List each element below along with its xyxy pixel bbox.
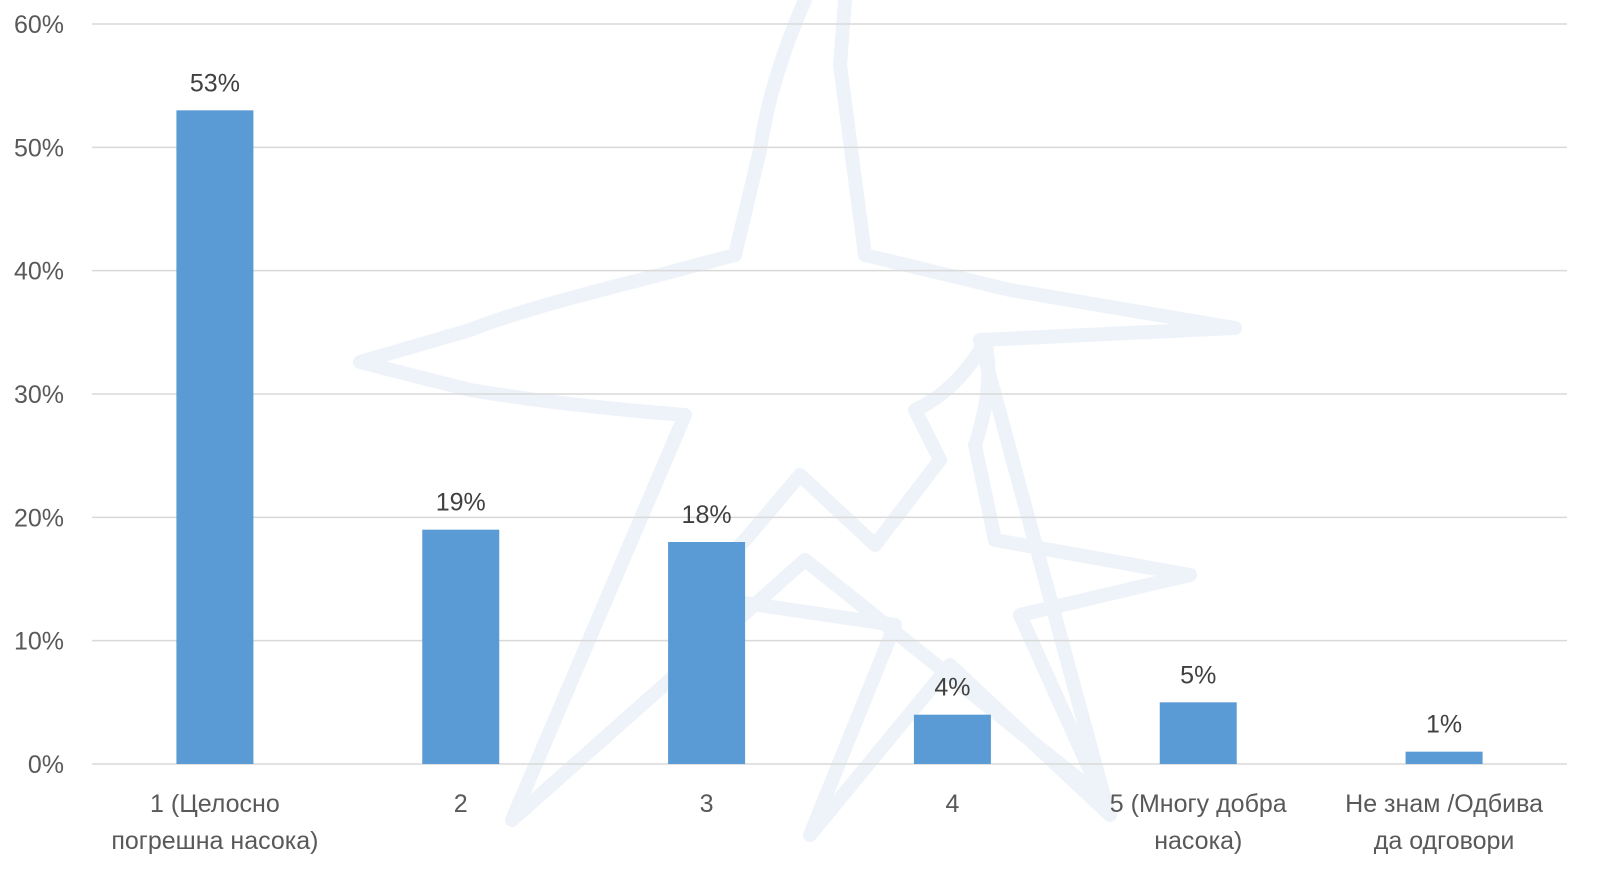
y-tick-label: 10% bbox=[14, 628, 64, 656]
category-label: 1 (Целосно погрешна насока) bbox=[111, 790, 318, 855]
x-axis-category-labels: 1 (Целосно погрешна насока) 2 3 4 5 (Многу до… bbox=[111, 790, 1543, 855]
y-axis-tick-labels: 0% 10% 20% 30% 40% 50% 60% bbox=[14, 11, 64, 779]
category-label: 3 bbox=[700, 790, 714, 818]
y-tick-label: 20% bbox=[14, 504, 64, 532]
data-labels: 53% 19% 18% 4% 5% 1% bbox=[190, 69, 1462, 738]
data-label: 18% bbox=[682, 501, 732, 529]
data-label: 5% bbox=[1180, 661, 1216, 689]
y-tick-label: 60% bbox=[14, 11, 64, 39]
bar bbox=[668, 542, 746, 764]
bar bbox=[913, 714, 991, 764]
bars bbox=[176, 110, 1483, 765]
data-label: 19% bbox=[436, 489, 486, 517]
data-label: 1% bbox=[1426, 711, 1462, 739]
y-tick-label: 0% bbox=[28, 751, 64, 779]
watermark-star-large-icon bbox=[353, 0, 1242, 827]
watermark-stars bbox=[353, 0, 1242, 842]
y-tick-label: 50% bbox=[14, 134, 64, 162]
bar bbox=[1405, 751, 1483, 764]
watermark-star-small-icon bbox=[683, 335, 1197, 842]
category-label: 5 (Многу добра насока) bbox=[1110, 790, 1287, 855]
bar bbox=[176, 110, 254, 765]
category-label: 4 bbox=[945, 790, 959, 818]
category-label: Не знам /Одбива да одговори bbox=[1345, 790, 1543, 855]
data-label: 53% bbox=[190, 69, 240, 97]
data-label: 4% bbox=[934, 674, 970, 702]
grid-lines bbox=[92, 23, 1567, 765]
category-label: 2 bbox=[454, 790, 468, 818]
bar bbox=[1159, 702, 1237, 764]
y-tick-label: 40% bbox=[14, 258, 64, 286]
y-tick-label: 30% bbox=[14, 381, 64, 409]
bar bbox=[422, 529, 500, 764]
